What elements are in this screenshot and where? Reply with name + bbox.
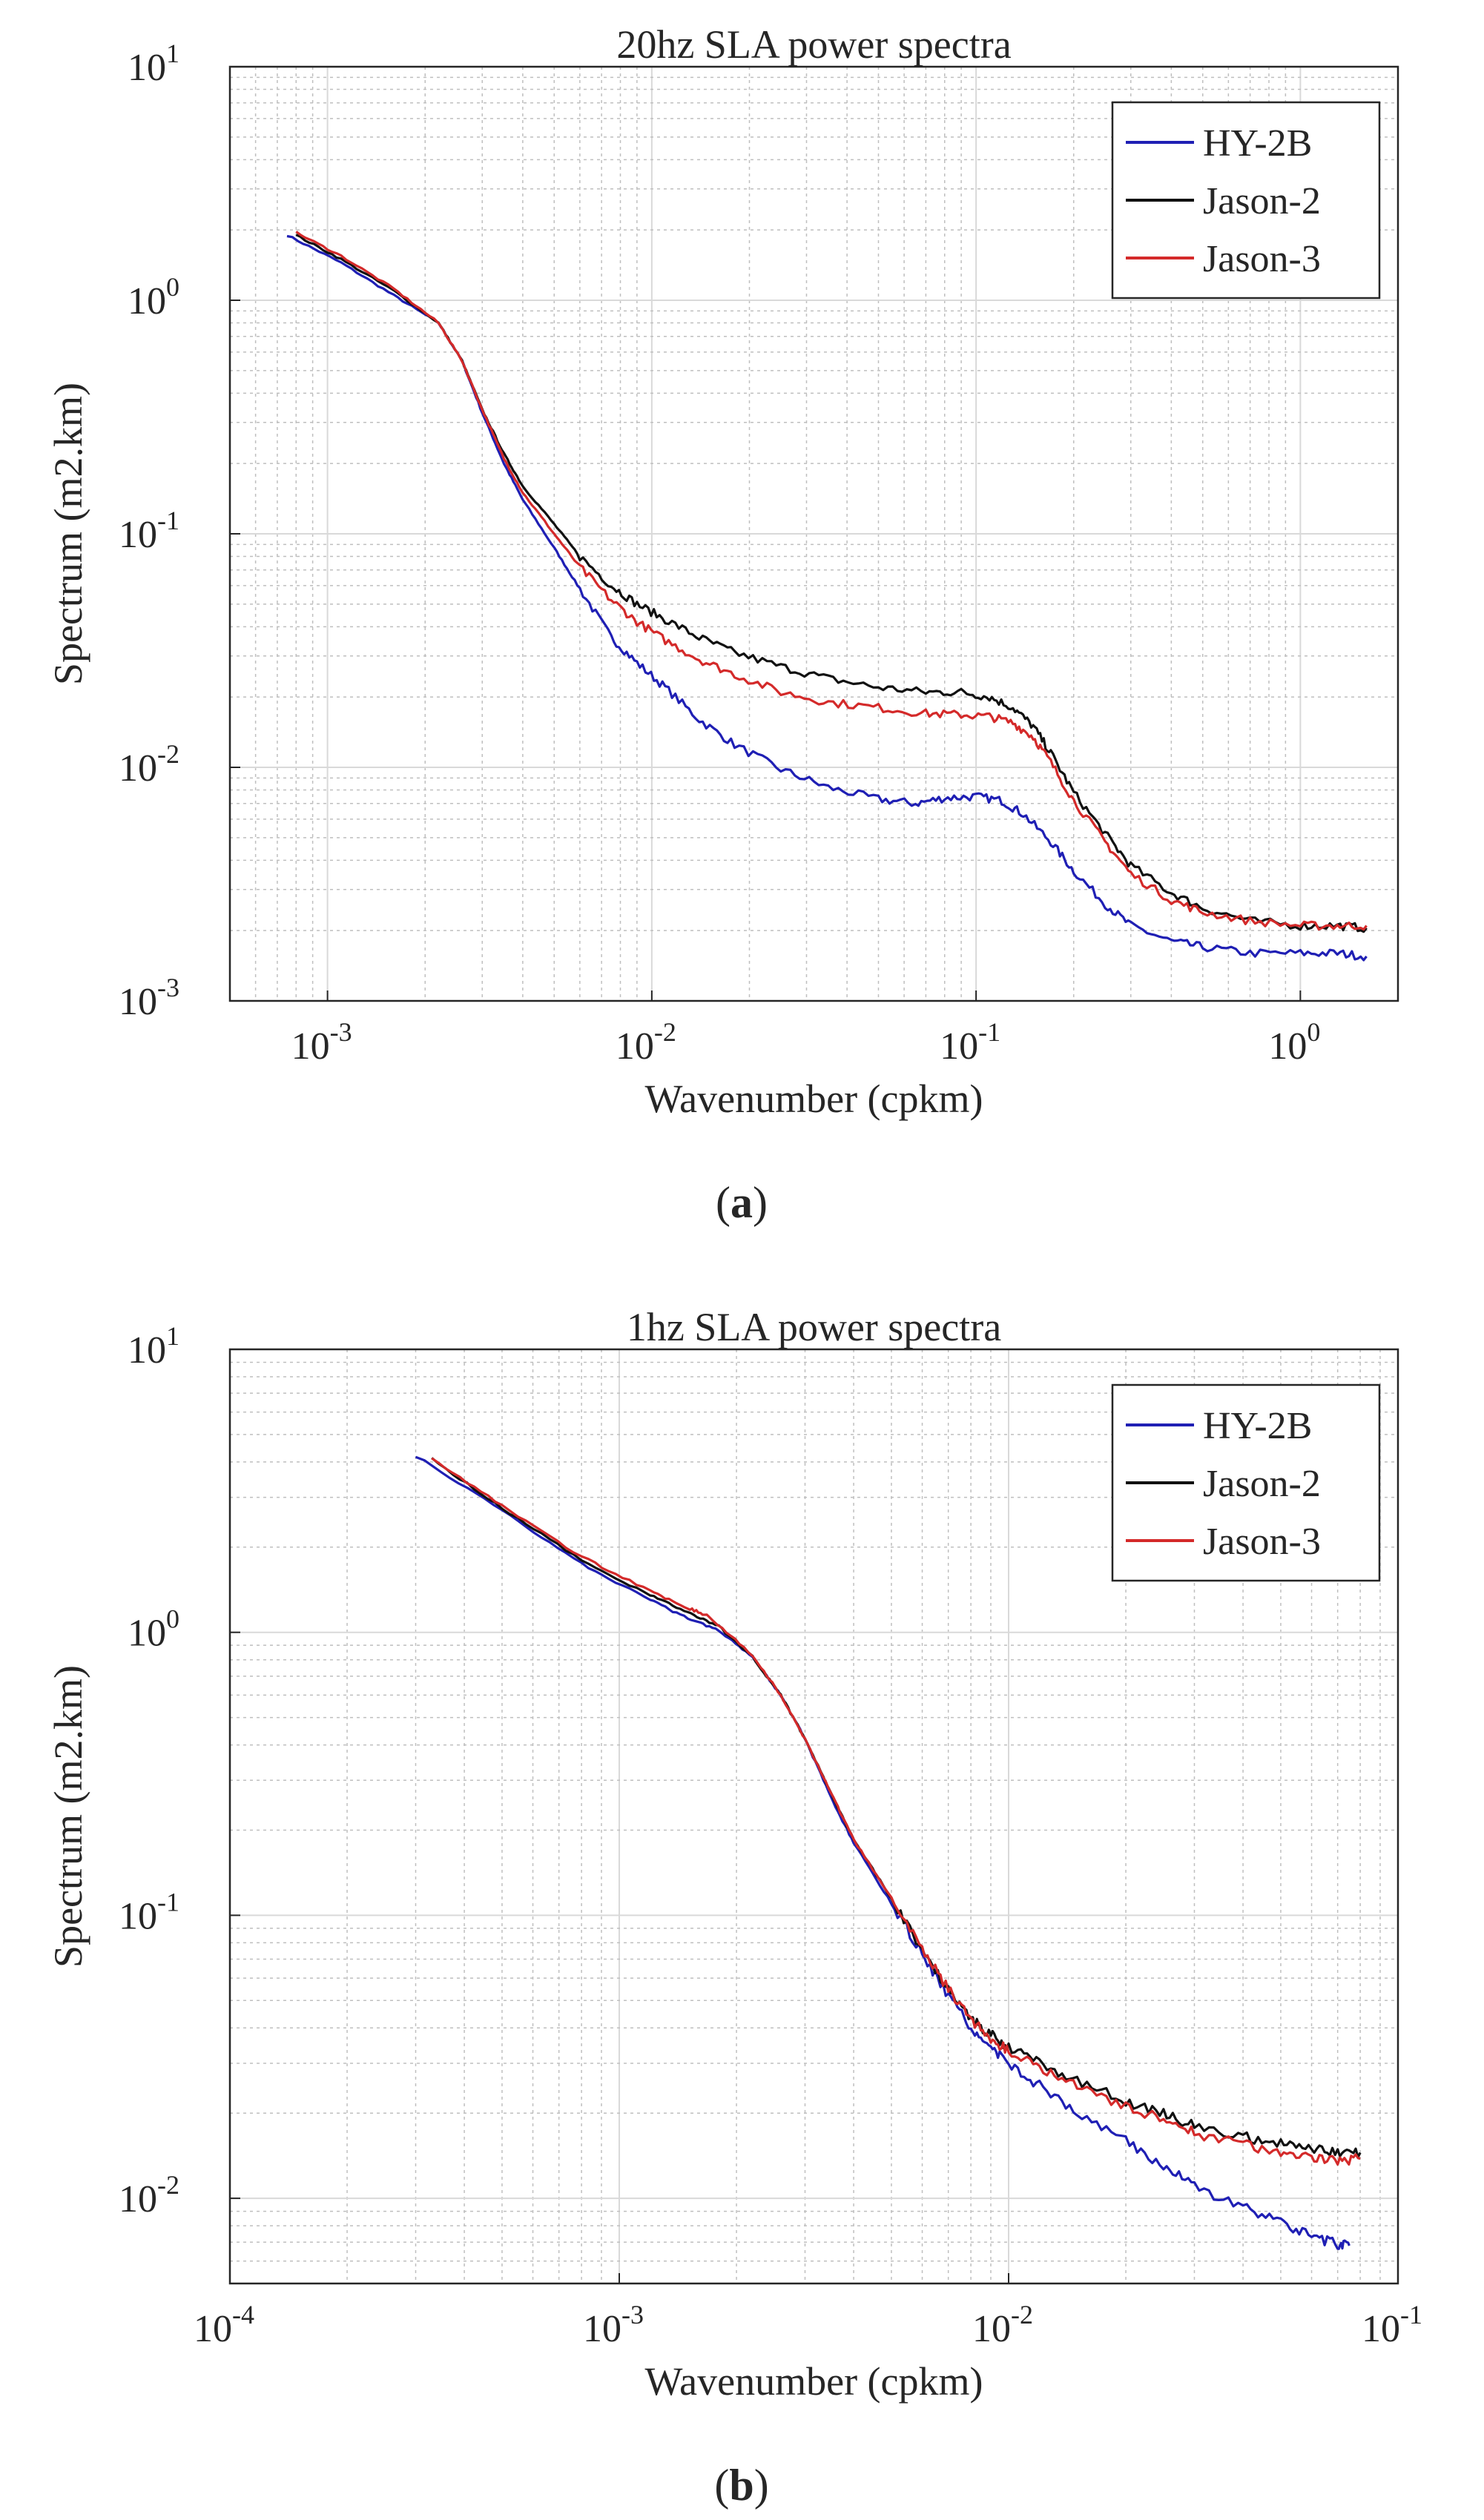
x-tick-label: 10-2 xyxy=(616,1017,676,1068)
legend-label: HY-2B xyxy=(1203,122,1312,165)
x-axis-label: Wavenumber (cpkm) xyxy=(645,1077,983,1121)
x-tick-label: 10-4 xyxy=(194,2300,254,2350)
chart-1hz-spectra: 10-4 10-3 10-2 10-1 10-2 10-1 100 101 1hz SLA po… xyxy=(46,1305,1422,2404)
y-tick-label: 101 xyxy=(128,1321,179,1372)
y-axis-label: Spectrum (m2.km) xyxy=(46,383,90,685)
y-tick-label: 100 xyxy=(128,1604,179,1655)
axes-frame xyxy=(228,1348,1399,2285)
y-tick-label: 100 xyxy=(128,272,179,323)
y-tick-label: 10-3 xyxy=(119,973,179,1023)
legend-label: HY-2B xyxy=(1203,1405,1312,1447)
chart-20hz-spectra: 10-3 10-2 10-1 100 10-3 10-2 10-1 100 101 20hz SL… xyxy=(46,22,1399,1121)
legend: HY-2B Jason-2 Jason-3 xyxy=(1111,101,1381,300)
x-tick-label: 100 xyxy=(1268,1017,1320,1068)
y-tick-label: 10-2 xyxy=(119,2170,179,2220)
chart-title: 20hz SLA power spectra xyxy=(616,22,1011,67)
y-axis-label: Spectrum (m2.km) xyxy=(46,1665,90,1968)
legend: HY-2B Jason-2 Jason-3 xyxy=(1111,1383,1381,1582)
series-line-jason-3 xyxy=(295,231,1368,931)
legend-label: Jason-3 xyxy=(1203,238,1321,280)
y-tick-label: 101 xyxy=(128,39,179,89)
y-tick-label: 10-2 xyxy=(119,739,179,790)
x-tick-label: 10-3 xyxy=(291,1017,352,1068)
series-line-hy-2b xyxy=(415,1455,1351,2250)
series-line-jason-3 xyxy=(431,1457,1361,2166)
x-tick-label: 10-3 xyxy=(583,2300,644,2350)
caption-a: (a) xyxy=(716,1178,768,1227)
series-line-hy-2b xyxy=(286,234,1368,962)
legend-label: Jason-3 xyxy=(1203,1521,1321,1563)
x-axis-label: Wavenumber (cpkm) xyxy=(645,2359,983,2404)
caption-b: (b) xyxy=(714,2461,768,2510)
y-tick-label: 10-1 xyxy=(119,506,179,556)
chart-title: 1hz SLA power spectra xyxy=(627,1305,1001,1349)
x-tick-label: 10-1 xyxy=(1362,2300,1422,2350)
y-tick-label: 10-1 xyxy=(119,1887,179,1937)
legend-label: Jason-2 xyxy=(1203,180,1321,222)
x-tick-label: 10-2 xyxy=(972,2300,1033,2350)
x-tick-label: 10-1 xyxy=(940,1017,1000,1068)
legend-label: Jason-2 xyxy=(1203,1463,1321,1505)
